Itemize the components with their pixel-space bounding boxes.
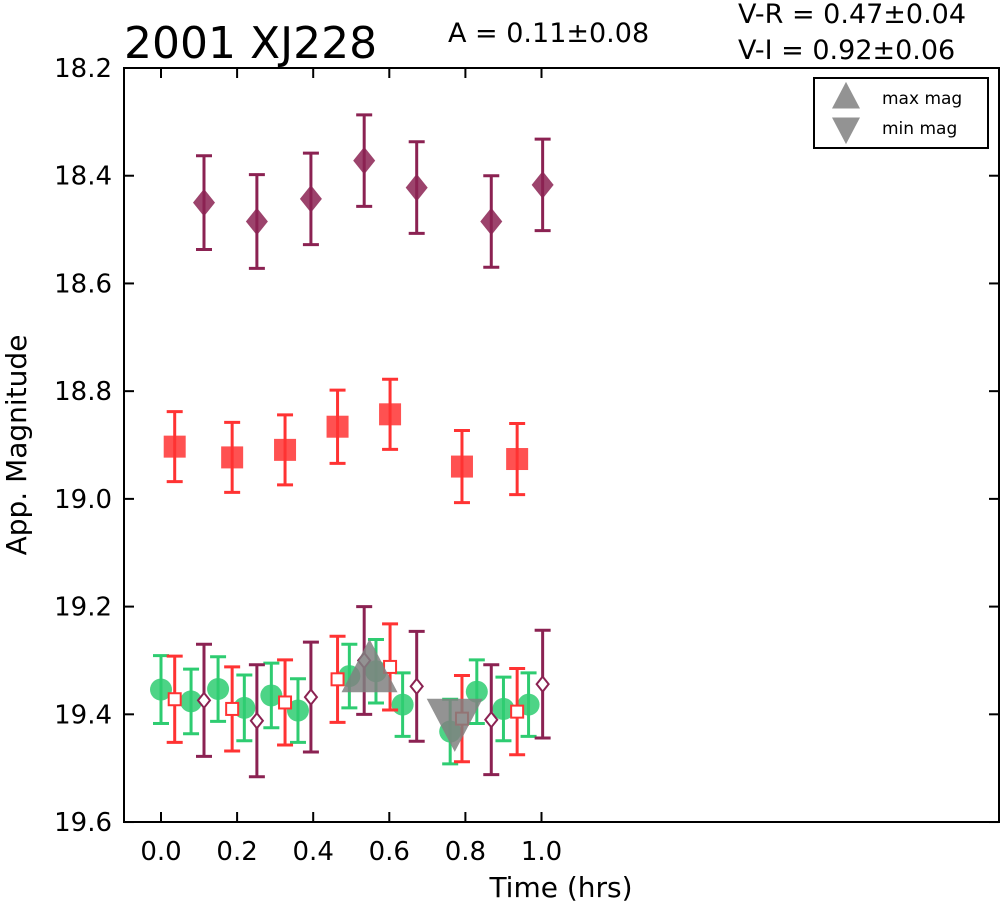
data-point	[192, 188, 215, 217]
data-point	[353, 146, 376, 175]
data-point	[303, 687, 319, 707]
data-point	[450, 455, 473, 478]
plot-frame	[123, 67, 1000, 823]
legend-label: min mag	[882, 119, 957, 139]
y-axis-label: App. Magnitude	[0, 335, 33, 556]
data-point	[391, 693, 414, 716]
data-point	[167, 692, 182, 707]
data-point	[326, 415, 349, 438]
data-point	[506, 448, 529, 471]
data-point	[409, 677, 424, 696]
chart-title: 2001 XJ228	[124, 18, 377, 69]
x-axis-label: Time (hrs)	[488, 871, 632, 904]
data-point	[510, 704, 525, 719]
axis-ticks: 0.0 0.2 0.4 0.6 0.8 1.0 18.2 18.4 18.6 18.8 19.0 19…	[54, 54, 999, 867]
v-i-annotation: V-I = 0.92±0.06	[738, 35, 955, 66]
series-6	[426, 698, 483, 752]
x-tick-label: 0.8	[445, 837, 486, 867]
triangle-down-legend-icon	[832, 117, 860, 145]
data-point	[341, 639, 398, 693]
y-tick-label: 19.2	[54, 593, 112, 623]
data-point	[196, 691, 212, 710]
series-1	[163, 377, 529, 505]
amplitude-annotation: A = 0.11±0.08	[448, 18, 649, 49]
series-5	[341, 639, 398, 693]
data-point	[249, 711, 265, 730]
plot-marks	[150, 113, 554, 779]
data-point	[483, 710, 499, 729]
data-point	[379, 403, 402, 426]
data-point	[426, 698, 483, 752]
x-tick-label: 0.4	[293, 837, 334, 867]
data-point	[405, 173, 428, 202]
y-tick-label: 18.4	[54, 162, 112, 192]
x-tick-label: 0.6	[369, 837, 410, 867]
data-point	[480, 207, 503, 236]
series-0	[192, 113, 554, 270]
v-r-annotation: V-R = 0.47±0.04	[738, 0, 966, 30]
data-point	[150, 678, 172, 701]
data-point	[278, 695, 293, 710]
data-point	[330, 672, 345, 687]
data-point	[221, 446, 244, 469]
y-tick-label: 19.4	[54, 700, 112, 730]
data-point	[286, 699, 309, 722]
data-point	[492, 697, 515, 720]
data-point	[531, 171, 554, 199]
data-point	[163, 435, 186, 458]
x-tick-label: 0.0	[140, 837, 181, 867]
data-point	[207, 678, 230, 701]
data-point	[260, 684, 283, 707]
y-tick-label: 18.2	[54, 54, 112, 84]
x-tick-label: 1.0	[521, 837, 562, 867]
data-point	[274, 438, 297, 461]
y-tick-label: 19.0	[54, 485, 112, 515]
y-tick-label: 18.6	[54, 269, 112, 299]
data-point	[225, 701, 240, 716]
data-point	[535, 675, 550, 694]
data-point	[180, 690, 203, 713]
y-tick-label: 18.8	[54, 377, 112, 407]
x-tick-label: 0.2	[216, 837, 257, 867]
data-point	[465, 680, 488, 703]
data-point	[245, 207, 268, 236]
triangle-up-legend-icon	[832, 81, 860, 109]
y-tick-label: 19.6	[54, 808, 112, 838]
legend-label: max mag	[882, 89, 962, 109]
legend: max mag min mag	[813, 77, 989, 149]
data-point	[299, 185, 322, 213]
